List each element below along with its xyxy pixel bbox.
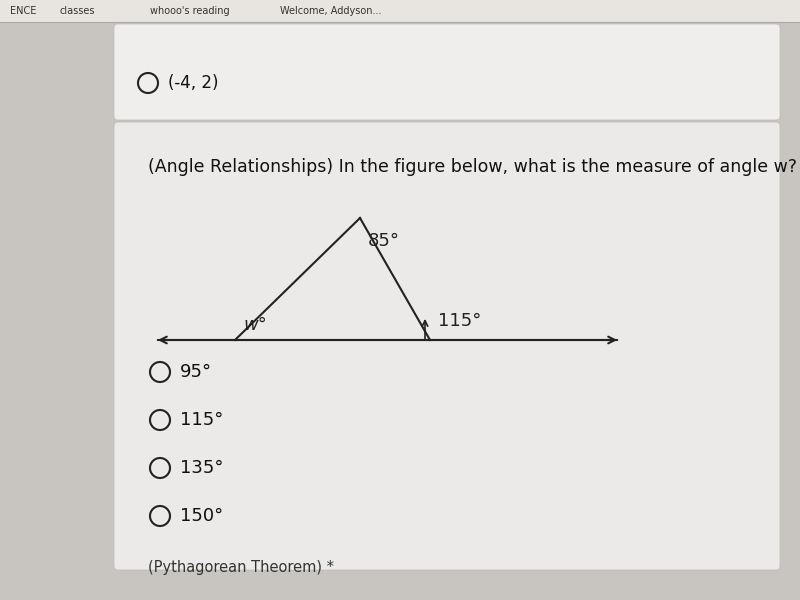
FancyBboxPatch shape	[114, 122, 780, 570]
Text: (-4, 2): (-4, 2)	[168, 74, 218, 92]
Text: 95°: 95°	[180, 363, 212, 381]
Text: 135°: 135°	[180, 459, 223, 477]
Text: classes: classes	[60, 6, 95, 16]
Text: w°: w°	[243, 316, 266, 334]
Text: (Pythagorean Theorem) *: (Pythagorean Theorem) *	[148, 560, 334, 575]
Text: Welcome, Addyson...: Welcome, Addyson...	[280, 6, 382, 16]
Text: 85°: 85°	[368, 232, 400, 250]
Text: (Angle Relationships) In the figure below, what is the measure of angle w?: (Angle Relationships) In the figure belo…	[148, 158, 797, 176]
Text: ENCE: ENCE	[10, 6, 36, 16]
FancyBboxPatch shape	[0, 0, 800, 22]
Text: 115°: 115°	[438, 312, 482, 330]
Text: whooo's reading: whooo's reading	[150, 6, 230, 16]
Text: 115°: 115°	[180, 411, 223, 429]
FancyBboxPatch shape	[114, 24, 780, 120]
Text: 150°: 150°	[180, 507, 223, 525]
